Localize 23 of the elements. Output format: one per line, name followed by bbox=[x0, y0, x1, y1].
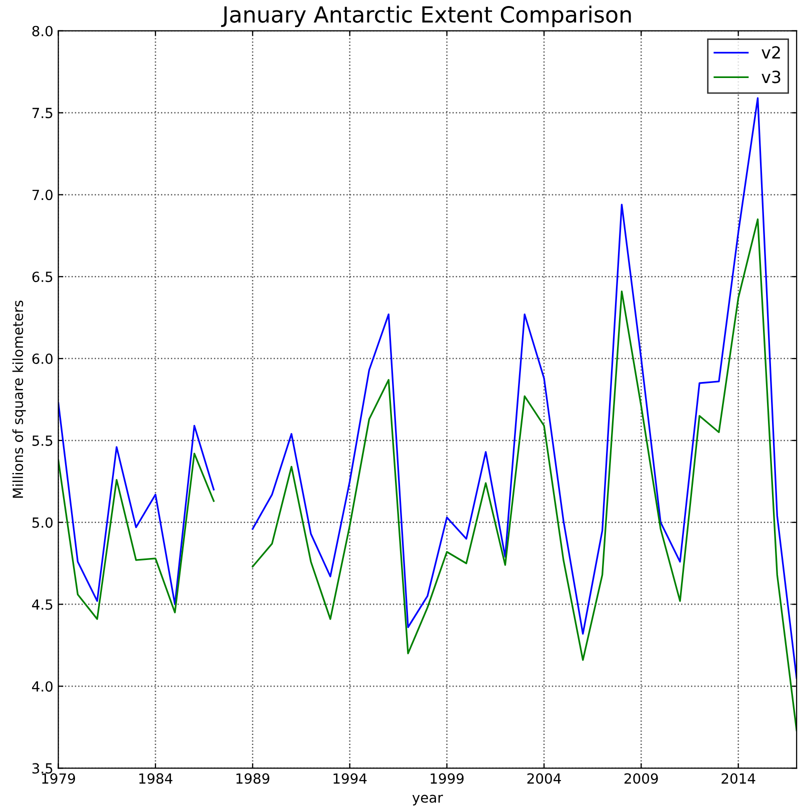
x-tick-label: 1999 bbox=[430, 773, 464, 784]
x-axis-title: year bbox=[412, 794, 443, 806]
chart-title: January Antarctic Extent Comparison bbox=[221, 6, 631, 28]
x-tick-label: 1989 bbox=[236, 773, 270, 784]
y-tick-label: 6.0 bbox=[32, 354, 53, 364]
legend-label: v2 bbox=[762, 46, 780, 59]
x-tick-label: 1994 bbox=[334, 773, 367, 784]
legend-label: v3 bbox=[762, 70, 780, 84]
y-tick-label: 5.0 bbox=[32, 517, 53, 528]
x-tick-label: 2009 bbox=[624, 773, 658, 784]
y-tick-label: 6.5 bbox=[32, 272, 52, 282]
x-tick-label: 2004 bbox=[527, 773, 561, 784]
y-tick-label: 7.5 bbox=[32, 108, 52, 118]
y-tick-label: 3.5 bbox=[32, 763, 52, 774]
x-tick-label: 2014 bbox=[722, 773, 756, 784]
y-tick-label: 5.5 bbox=[32, 436, 52, 446]
y-axis-title: Millions of square kilometers bbox=[12, 300, 26, 498]
x-tick-label: 1984 bbox=[139, 773, 172, 784]
x-tick-label: 1979 bbox=[42, 773, 76, 784]
y-tick-label: 4.5 bbox=[32, 599, 52, 610]
y-tick-label: 8.0 bbox=[32, 26, 53, 36]
y-tick-label: 7.0 bbox=[32, 190, 53, 200]
y-tick-label: 4.0 bbox=[32, 681, 53, 692]
